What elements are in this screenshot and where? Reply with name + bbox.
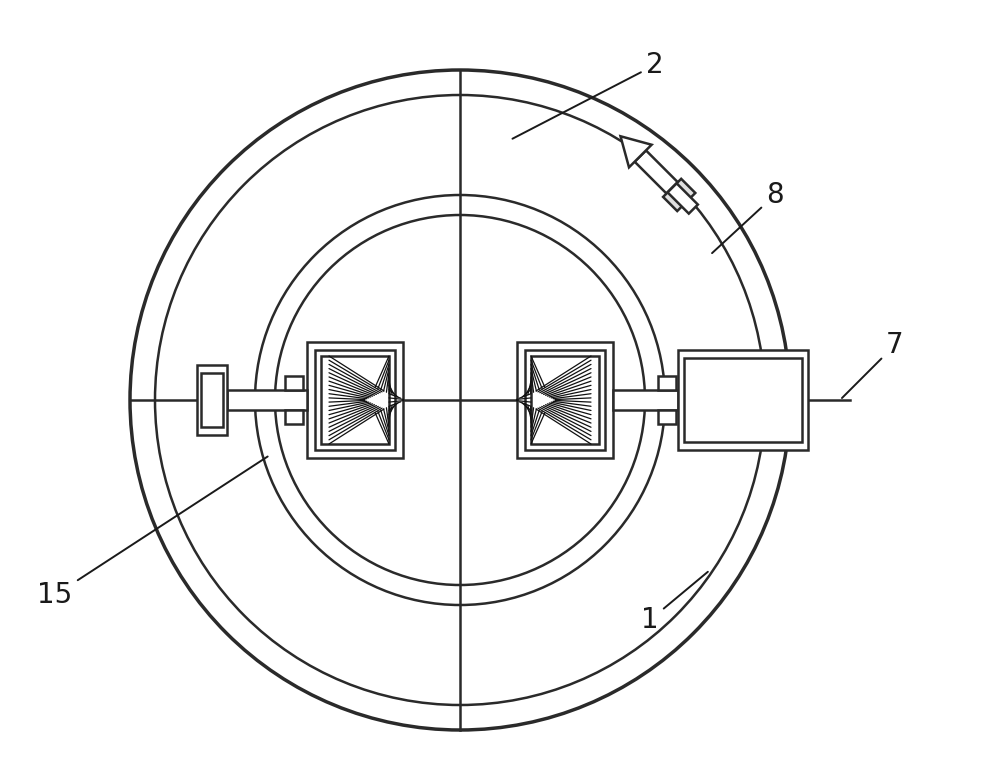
Bar [684, 358, 802, 442]
Bar [525, 350, 605, 450]
Bar [678, 350, 808, 450]
Polygon shape [635, 150, 678, 194]
Text: 7: 7 [842, 331, 904, 398]
Bar [285, 376, 303, 390]
Bar [307, 342, 403, 458]
Text: 1: 1 [641, 572, 708, 634]
Polygon shape [663, 179, 695, 211]
Bar [517, 342, 613, 458]
Bar [658, 410, 676, 424]
Bar [658, 376, 676, 390]
Bar [613, 390, 678, 410]
Bar [315, 350, 395, 450]
Bar [285, 410, 303, 424]
Text: 15: 15 [37, 456, 268, 609]
Polygon shape [621, 136, 652, 167]
Bar [531, 356, 599, 444]
Bar [201, 373, 223, 427]
Bar [321, 356, 389, 444]
Bar [227, 390, 307, 410]
Bar [197, 365, 227, 435]
Text: 8: 8 [712, 181, 784, 253]
Polygon shape [668, 183, 698, 214]
Text: 2: 2 [512, 51, 664, 139]
